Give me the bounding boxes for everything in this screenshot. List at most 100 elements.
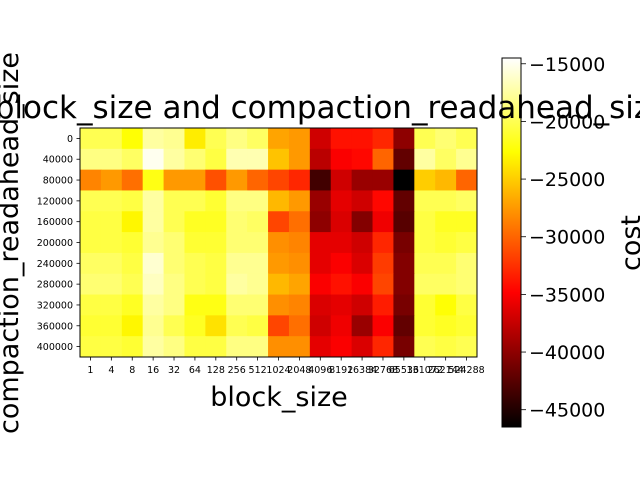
heatmap-cell bbox=[205, 315, 227, 337]
heatmap-cell bbox=[330, 190, 353, 212]
y-tick-label: 360000 bbox=[37, 321, 73, 332]
heatmap-cell bbox=[372, 336, 394, 358]
heatmap-cell bbox=[393, 252, 415, 275]
heatmap-cell bbox=[80, 294, 102, 316]
heatmap-cell bbox=[393, 211, 415, 233]
heatmap-cell bbox=[226, 190, 248, 212]
heatmap-cell bbox=[205, 232, 227, 254]
heatmap-cell bbox=[330, 128, 353, 150]
heatmap-cell bbox=[121, 148, 144, 171]
heatmap-cell bbox=[288, 169, 311, 191]
heatmap-cell bbox=[184, 148, 206, 171]
heatmap-cell bbox=[247, 315, 269, 337]
heatmap-cell bbox=[100, 169, 123, 191]
heatmap-cell bbox=[163, 148, 185, 171]
x-axis-label: block_size bbox=[210, 382, 348, 413]
y-tick-label: 80000 bbox=[43, 176, 73, 187]
heatmap-cell bbox=[351, 148, 374, 171]
heatmap-cell bbox=[226, 336, 248, 358]
heatmap-cell bbox=[247, 211, 269, 233]
heatmap-cell bbox=[184, 336, 206, 358]
heatmap-cell bbox=[393, 294, 415, 316]
heatmap-cell bbox=[80, 232, 102, 254]
x-tick-label: 2048 bbox=[287, 365, 311, 376]
heatmap-cell bbox=[142, 252, 165, 275]
heatmap-cell bbox=[414, 169, 436, 191]
heatmap-cell bbox=[80, 169, 102, 191]
heatmap-cell bbox=[100, 252, 123, 275]
y-tick-labels: 0 40000 80000 120000 160000 200000 240000 28000… bbox=[37, 134, 80, 353]
heatmap-cell bbox=[80, 211, 102, 233]
heatmap-cell bbox=[435, 273, 457, 296]
x-tick-label: 128 bbox=[207, 365, 225, 376]
heatmap-cell bbox=[163, 232, 185, 254]
x-tick-label: 8 bbox=[129, 365, 135, 376]
heatmap-cell bbox=[393, 169, 415, 191]
colorbar-tick-label: −30000 bbox=[529, 227, 605, 249]
heatmap-cell bbox=[226, 148, 248, 171]
x-tick-label: 64 bbox=[189, 365, 201, 376]
heatmap-cell bbox=[435, 148, 457, 171]
heatmap-cell bbox=[309, 232, 332, 254]
heatmap-cell bbox=[121, 252, 144, 275]
x-tick-label: 512 bbox=[249, 365, 267, 376]
x-tick-label: 32768 bbox=[368, 365, 398, 376]
heatmap-cell bbox=[435, 252, 457, 275]
heatmap-cell bbox=[288, 336, 311, 358]
heatmap-cell bbox=[393, 315, 415, 337]
heatmap-cell bbox=[435, 190, 457, 212]
heatmap-cell bbox=[330, 211, 353, 233]
heatmap-cell bbox=[268, 211, 290, 233]
heatmap-cell bbox=[121, 336, 144, 358]
x-tick-label: 32 bbox=[168, 365, 180, 376]
heatmap-cell bbox=[100, 148, 123, 171]
colorbar bbox=[501, 57, 522, 428]
heatmap-cell bbox=[288, 315, 311, 337]
heatmap-cell bbox=[268, 252, 290, 275]
heatmap-cell bbox=[288, 190, 311, 212]
x-tick-label: 4 bbox=[108, 365, 114, 376]
heatmap-cell bbox=[351, 252, 374, 275]
heatmap-cell bbox=[80, 148, 102, 171]
heatmap-cell bbox=[414, 273, 436, 296]
x-tick-label: 131072 bbox=[407, 365, 443, 376]
heatmap-cell bbox=[247, 169, 269, 191]
heatmap-cell bbox=[268, 336, 290, 358]
heatmap-cell bbox=[414, 190, 436, 212]
heatmap-cell bbox=[100, 190, 123, 212]
heatmap-cell bbox=[330, 315, 353, 337]
heatmap-cell bbox=[393, 128, 415, 150]
heatmap-cells bbox=[80, 128, 478, 358]
heatmap-cell bbox=[351, 273, 374, 296]
heatmap-cell bbox=[163, 315, 185, 337]
x-tick-label: 8192 bbox=[329, 365, 353, 376]
heatmap-cell bbox=[226, 128, 248, 150]
heatmap-cell bbox=[163, 294, 185, 316]
heatmap-cell bbox=[163, 128, 185, 150]
heatmap-cell bbox=[142, 315, 165, 337]
y-tick-label: 400000 bbox=[37, 342, 73, 353]
y-axis-label: compaction_readahead_size bbox=[0, 52, 25, 434]
colorbar-tick-label: −45000 bbox=[529, 400, 605, 422]
heatmap-cell bbox=[247, 336, 269, 358]
heatmap-cell bbox=[456, 273, 478, 296]
y-tick-label: 120000 bbox=[37, 196, 73, 207]
heatmap-cell bbox=[288, 148, 311, 171]
heatmap-cell bbox=[163, 169, 185, 191]
heatmap-cell bbox=[330, 336, 353, 358]
x-tick-label: 1 bbox=[87, 365, 93, 376]
heatmap-cell bbox=[163, 336, 185, 358]
heatmap-cell bbox=[268, 148, 290, 171]
heatmap-cell bbox=[414, 148, 436, 171]
heatmap-cell bbox=[288, 232, 311, 254]
chart-title: block_size and compaction_readahead_size bbox=[0, 90, 640, 126]
heatmap-cell bbox=[309, 148, 332, 171]
heatmap-cell bbox=[268, 190, 290, 212]
heatmap-cell bbox=[205, 211, 227, 233]
heatmap-cell bbox=[393, 148, 415, 171]
heatmap-cell bbox=[268, 169, 290, 191]
heatmap-cell bbox=[309, 273, 332, 296]
heatmap-cell bbox=[372, 211, 394, 233]
heatmap-cell bbox=[330, 294, 353, 316]
